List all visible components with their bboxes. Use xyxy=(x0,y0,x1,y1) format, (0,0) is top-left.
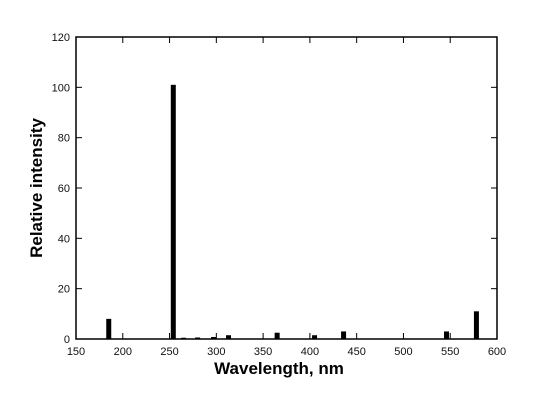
bars-group xyxy=(106,84,479,339)
y-tick-label: 40 xyxy=(58,233,70,245)
x-tick-label: 450 xyxy=(347,346,365,358)
spectral-line-bar xyxy=(225,335,231,339)
y-tick-label: 120 xyxy=(52,32,70,44)
spectral-line-bar xyxy=(181,337,187,339)
spectral-line-bar xyxy=(443,331,449,339)
x-tick-label: 550 xyxy=(441,346,459,358)
spectral-line-bar xyxy=(473,311,479,339)
spectral-line-bar xyxy=(341,331,347,339)
x-tick-label: 250 xyxy=(160,346,178,358)
y-tick-label: 0 xyxy=(64,334,70,346)
spectral-line-bar xyxy=(170,84,176,339)
x-axis-ticks: 150 200 250 300 350 400 450 500 550 600 xyxy=(67,37,506,358)
y-axis-title: Relative intensity xyxy=(27,118,46,258)
x-tick-label: 150 xyxy=(67,346,85,358)
spectral-line-bar xyxy=(312,335,318,339)
spectral-line-bar xyxy=(106,318,112,339)
y-tick-label: 60 xyxy=(58,183,70,195)
y-tick-label: 100 xyxy=(52,82,70,94)
plot-frame xyxy=(75,36,498,340)
x-tick-label: 400 xyxy=(301,346,319,358)
x-tick-label: 600 xyxy=(488,346,506,358)
x-tick-label: 500 xyxy=(394,346,412,358)
spectral-line-bar xyxy=(195,337,201,339)
y-axis-ticks: 0 20 40 60 80 100 120 xyxy=(52,32,497,346)
x-axis-title: Wavelength, nm xyxy=(214,359,344,378)
spectral-line-bar xyxy=(211,336,217,339)
x-tick-label: 350 xyxy=(254,346,272,358)
x-tick-label: 200 xyxy=(114,346,132,358)
x-tick-label: 300 xyxy=(207,346,225,358)
y-tick-label: 20 xyxy=(58,284,70,296)
y-tick-label: 80 xyxy=(58,133,70,145)
spectral-line-bar xyxy=(274,332,280,339)
